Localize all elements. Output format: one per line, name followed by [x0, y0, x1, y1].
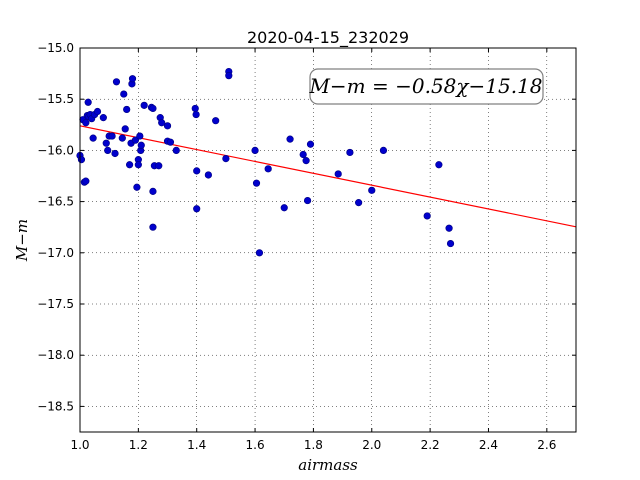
data-point [225, 72, 233, 80]
data-point [172, 146, 180, 154]
data-point [334, 170, 342, 178]
data-point [192, 110, 200, 119]
data-point [255, 249, 264, 257]
data-point [82, 177, 90, 185]
data-point [102, 139, 110, 147]
data-point [299, 150, 307, 159]
data-point [193, 205, 201, 213]
x-tick-label: 1.8 [304, 438, 323, 452]
data-point [112, 78, 121, 86]
x-tick-label: 1.2 [129, 438, 148, 452]
annotation-text: M−m = −0.58χ−15.18 [308, 74, 542, 98]
y-tick-label: −15.0 [37, 41, 74, 55]
x-tick-label: 2.4 [479, 438, 498, 452]
data-point [77, 156, 86, 164]
data-point [111, 149, 119, 158]
data-point [89, 134, 97, 142]
y-tick-label: −17.5 [37, 297, 74, 311]
data-point [133, 183, 141, 191]
data-point [155, 162, 163, 170]
data-point [131, 136, 140, 144]
data-point [264, 165, 272, 173]
data-point [446, 239, 455, 248]
data-point [137, 141, 145, 149]
data-point [346, 148, 354, 157]
data-point [423, 212, 431, 220]
data-point [251, 146, 259, 154]
data-point [286, 135, 294, 143]
y-tick-label: −18.5 [37, 399, 74, 413]
x-tick-label: 2.2 [421, 438, 440, 452]
data-point [303, 196, 312, 205]
y-tick-label: −18.0 [37, 348, 74, 362]
data-point [193, 167, 201, 175]
x-tick-label: 1.4 [187, 438, 206, 452]
data-point [302, 157, 310, 165]
x-tick-label: 1.0 [70, 438, 89, 452]
x-axis-label: airmass [298, 456, 358, 474]
data-point [149, 104, 157, 113]
data-point [136, 132, 144, 140]
plot-frame [79, 47, 577, 433]
data-point [140, 101, 148, 109]
data-point [158, 119, 166, 127]
data-point [379, 146, 388, 154]
data-point [121, 125, 129, 133]
fit-annotation: M−m = −0.58χ−15.18 [308, 68, 544, 105]
data-point [204, 171, 212, 179]
x-tick-label: 2.6 [537, 438, 556, 452]
data-point [99, 114, 107, 122]
annotation-box [309, 68, 544, 105]
data-point [108, 132, 116, 140]
data-point [134, 161, 142, 169]
data-point [306, 140, 315, 148]
data-point [93, 107, 102, 116]
data-point [118, 134, 126, 142]
data-point [435, 161, 443, 169]
data-point [368, 186, 376, 194]
x-tick-label: 2.0 [362, 438, 381, 452]
y-tick-label: −16.5 [37, 195, 74, 209]
data-point [355, 199, 363, 207]
y-tick-label: −16.0 [37, 143, 74, 157]
data-point [120, 90, 128, 98]
data-point [191, 104, 199, 113]
y-tick-label: −15.5 [37, 92, 74, 106]
data-point [82, 119, 90, 127]
data-point [123, 105, 131, 114]
data-point [149, 223, 157, 231]
fit-line [79, 125, 577, 228]
data-point [149, 187, 157, 195]
data-point [280, 204, 288, 212]
data-point [166, 138, 175, 146]
data-point [126, 161, 134, 169]
plot-area [80, 48, 576, 432]
data-point [252, 179, 261, 187]
y-tick-label: −17.0 [37, 246, 74, 260]
data-point [445, 224, 453, 232]
y-axis-label: M−m [13, 219, 31, 262]
data-point [163, 122, 172, 130]
data-points [76, 67, 455, 257]
data-point [84, 98, 92, 106]
chart-title: 2020-04-15_232029 [247, 28, 409, 48]
data-point [222, 154, 230, 163]
data-point [128, 75, 137, 83]
data-point [212, 117, 220, 125]
x-tick-label: 1.6 [246, 438, 265, 452]
axis-ticks: 1.0 1.2 1.4 1.6 1.8 2.0 2.2 2.4 2.6 −15.0 −15.5 −16… [37, 41, 576, 452]
data-point [104, 146, 112, 154]
